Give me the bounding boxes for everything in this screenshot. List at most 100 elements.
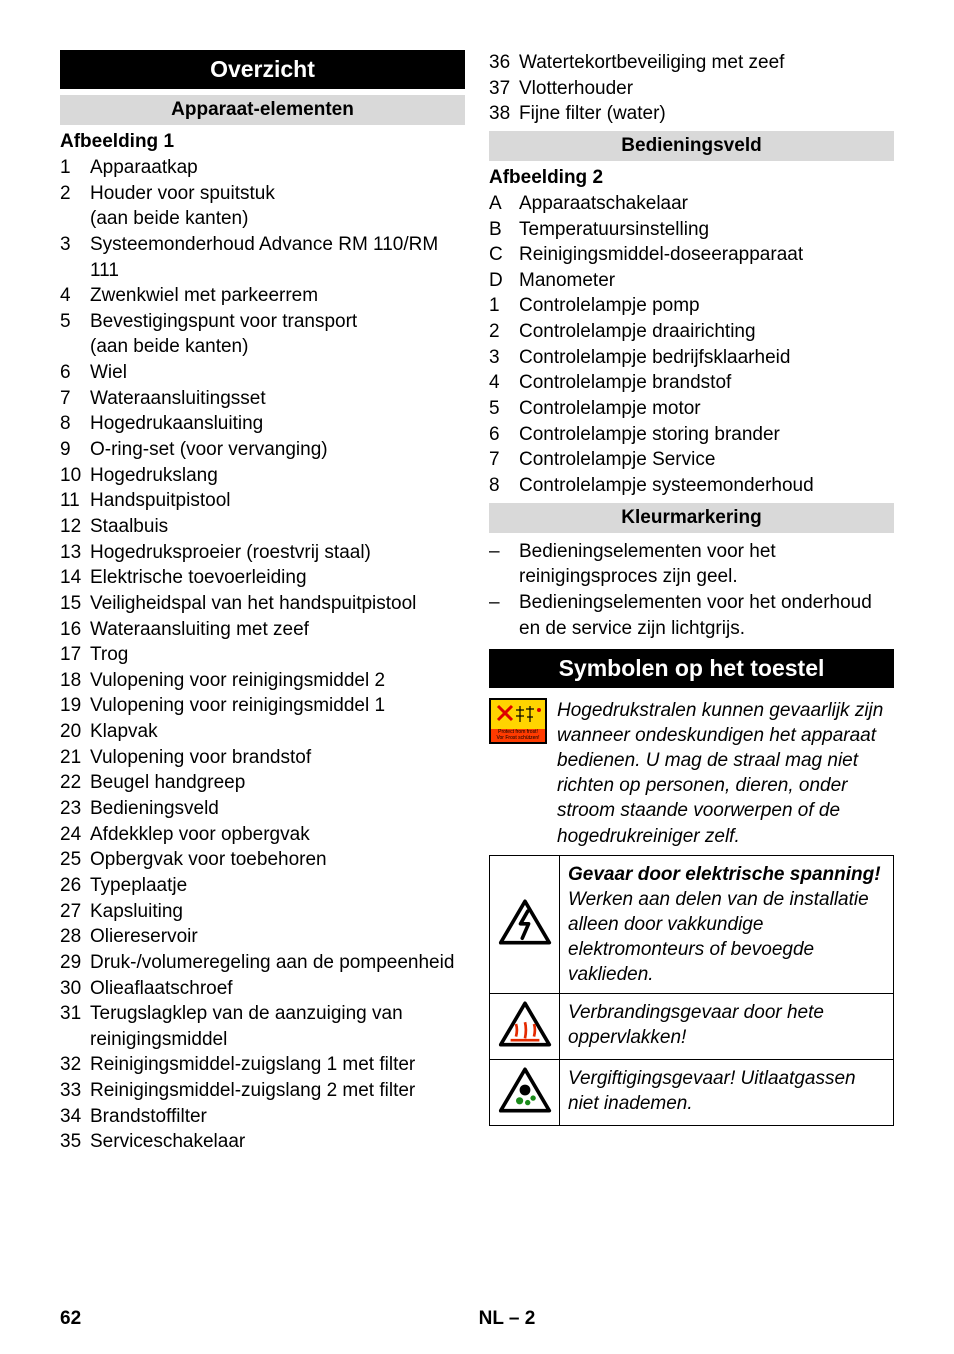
list-number: 30 <box>60 976 90 1002</box>
list-item: 34Brandstoffilter <box>60 1104 465 1130</box>
list-number: 37 <box>489 76 519 102</box>
list-item: 6Controlelampje storing brander <box>489 422 894 448</box>
heading-symbolen: Symbolen op het toestel <box>489 649 894 688</box>
list-text: Brandstoffilter <box>90 1104 465 1130</box>
list-number: 15 <box>60 591 90 617</box>
list-text: Controlelampje storing brander <box>519 422 894 448</box>
list-number: 24 <box>60 822 90 848</box>
list-number: 6 <box>489 422 519 448</box>
list-item: BTemperatuursinstelling <box>489 217 894 243</box>
list-number: 9 <box>60 437 90 463</box>
list-text: Reinigingsmiddel-zuigslang 2 met filter <box>90 1078 465 1104</box>
list-item: 6Wiel <box>60 360 465 386</box>
list-item: 2Controlelampje draairichting <box>489 319 894 345</box>
list-text: O-ring-set (voor vervanging) <box>90 437 465 463</box>
list-item: 38Fijne filter (water) <box>489 101 894 127</box>
left-column: Overzicht Apparaat-elementen Afbeelding … <box>60 50 465 1155</box>
list-number: 32 <box>60 1052 90 1078</box>
table-row: Vergiftigingsgevaar! Uitlaatgassen niet … <box>490 1060 894 1126</box>
list-afbeelding1: 1Apparaatkap2Houder voor spuitstuk (aan … <box>60 155 465 1155</box>
list-number: 6 <box>60 360 90 386</box>
two-column-layout: Overzicht Apparaat-elementen Afbeelding … <box>60 50 894 1155</box>
list-number: 7 <box>60 386 90 412</box>
warning-table: Gevaar door elektrische spanning! Werken… <box>489 855 894 1126</box>
heading-overzicht: Overzicht <box>60 50 465 89</box>
list-text: Hogedruksproeier (roestvrij staal) <box>90 540 465 566</box>
list-number: 8 <box>60 411 90 437</box>
list-text: Kapsluiting <box>90 899 465 925</box>
list-text: Afdekklep voor opbergvak <box>90 822 465 848</box>
list-item: 3Systeemonderhoud Advance RM 110/RM 111 <box>60 232 465 283</box>
list-text: Bedieningsveld <box>90 796 465 822</box>
list-text: Vulopening voor reinigingsmiddel 1 <box>90 693 465 719</box>
table-row: Gevaar door elektrische spanning! Werken… <box>490 855 894 993</box>
list-text: Fijne filter (water) <box>519 101 894 127</box>
heading-apparaat-elementen: Apparaat-elementen <box>60 95 465 125</box>
list-number: 4 <box>60 283 90 309</box>
list-text: Trog <box>90 642 465 668</box>
list-text: Bevestigingspunt voor transport (aan bei… <box>90 309 465 360</box>
list-item: AApparaatschakelaar <box>489 191 894 217</box>
toxic-warning-icon <box>490 1060 560 1126</box>
hot-surface-warning-text: Verbrandingsgevaar door hete oppervlakke… <box>560 994 894 1060</box>
jet-warning-block: Protect from frost! Vor Frost schützen! … <box>489 698 894 848</box>
list-text: Controlelampje systeemonderhoud <box>519 473 894 499</box>
list-number: 18 <box>60 668 90 694</box>
list-number: 10 <box>60 463 90 489</box>
dash-bullet: – <box>489 590 519 641</box>
list-item: 22Beugel handgreep <box>60 770 465 796</box>
list-text: Controlelampje draairichting <box>519 319 894 345</box>
list-item: 8Hogedrukaansluiting <box>60 411 465 437</box>
dash-text: Bedieningselementen voor het onderhoud e… <box>519 590 894 641</box>
dash-text: Bedieningselementen voor het reinigingsp… <box>519 539 894 590</box>
list-number: 2 <box>60 181 90 232</box>
table-row: Verbrandingsgevaar door hete oppervlakke… <box>490 994 894 1060</box>
list-item: 16Wateraansluiting met zeef <box>60 617 465 643</box>
list-number: 31 <box>60 1001 90 1052</box>
list-item: 14Elektrische toevoerleiding <box>60 565 465 591</box>
list-text: Terugslagklep van de aanzuiging van rein… <box>90 1001 465 1052</box>
list-number: 3 <box>489 345 519 371</box>
list-text: Manometer <box>519 268 894 294</box>
hot-surface-warning-icon <box>490 994 560 1060</box>
list-number: 7 <box>489 447 519 473</box>
list-item: 1Apparaatkap <box>60 155 465 181</box>
list-number: 17 <box>60 642 90 668</box>
list-text: Wiel <box>90 360 465 386</box>
list-item: 5Bevestigingspunt voor transport (aan be… <box>60 309 465 360</box>
electric-warning-title: Gevaar door elektrische spanning! <box>568 864 881 885</box>
page-lang: NL – 2 <box>120 1308 894 1330</box>
electric-warning-body: Werken aan delen van de installatie alle… <box>568 889 869 985</box>
list-text: Vulopening voor brandstof <box>90 745 465 771</box>
list-item: 10Hogedrukslang <box>60 463 465 489</box>
list-item: 23Bedieningsveld <box>60 796 465 822</box>
list-number: 2 <box>489 319 519 345</box>
list-item: 5Controlelampje motor <box>489 396 894 422</box>
list-item: DManometer <box>489 268 894 294</box>
list-number: 12 <box>60 514 90 540</box>
list-number: D <box>489 268 519 294</box>
list-item: 13Hogedruksproeier (roestvrij staal) <box>60 540 465 566</box>
frost-warning-label-icon: Protect from frost! Vor Frost schützen! <box>489 698 547 744</box>
list-number: 8 <box>489 473 519 499</box>
frost-label-text: Protect from frost! Vor Frost schützen! <box>491 729 545 742</box>
list-item: 15Veiligheidspal van het handspuitpistoo… <box>60 591 465 617</box>
subhead-afbeelding2: Afbeelding 2 <box>489 167 894 189</box>
list-number: 27 <box>60 899 90 925</box>
list-number: 34 <box>60 1104 90 1130</box>
list-text: Olieaflaatschroef <box>90 976 465 1002</box>
list-text: Veiligheidspal van het handspuitpistool <box>90 591 465 617</box>
list-number: 22 <box>60 770 90 796</box>
list-text: Houder voor spuitstuk (aan beide kanten) <box>90 181 465 232</box>
list-number: 29 <box>60 950 90 976</box>
list-number: 1 <box>60 155 90 181</box>
list-text: Reinigingsmiddel-zuigslang 1 met filter <box>90 1052 465 1078</box>
list-text: Vlotterhouder <box>519 76 894 102</box>
list-text: Handspuitpistool <box>90 488 465 514</box>
list-text: Serviceschakelaar <box>90 1129 465 1155</box>
list-item: 21Vulopening voor brandstof <box>60 745 465 771</box>
list-item: 4Zwenkwiel met parkeerrem <box>60 283 465 309</box>
list-number: 5 <box>60 309 90 360</box>
list-text: Temperatuursinstelling <box>519 217 894 243</box>
list-item: 9O-ring-set (voor vervanging) <box>60 437 465 463</box>
